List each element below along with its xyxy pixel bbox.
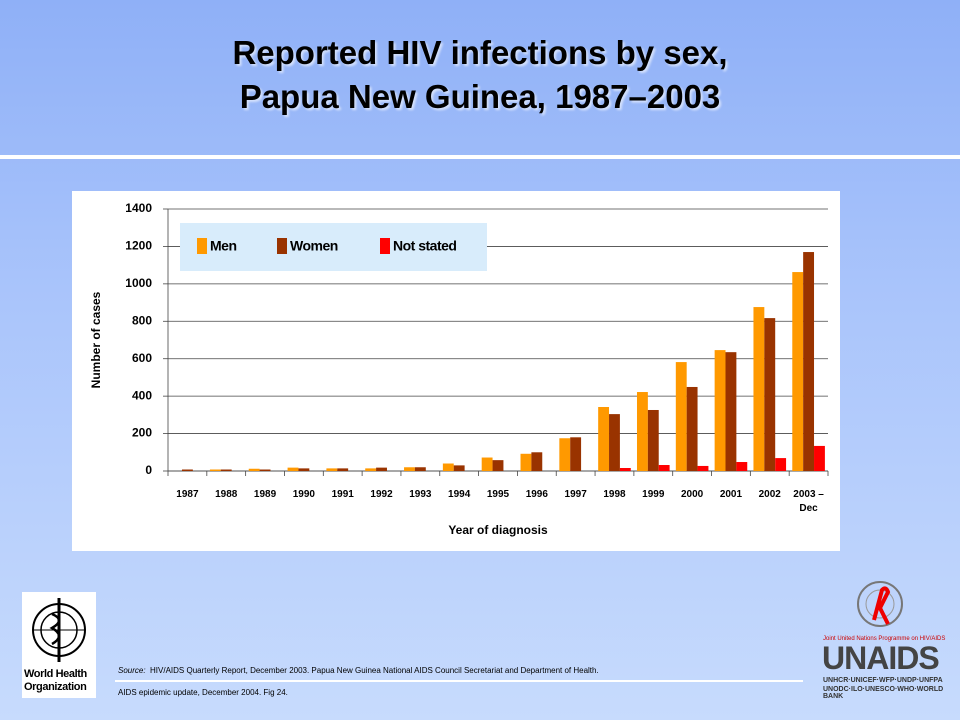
bar bbox=[453, 465, 465, 471]
bar bbox=[658, 465, 670, 471]
bar bbox=[531, 452, 543, 471]
bar bbox=[764, 318, 776, 471]
bar bbox=[636, 392, 648, 471]
bar bbox=[570, 437, 582, 471]
unaids-emblem bbox=[857, 581, 903, 627]
who-logo: World Health Organization bbox=[22, 592, 96, 698]
x-tick-label: 1993 bbox=[409, 489, 432, 500]
unaids-wordmark: UNAIDS bbox=[822, 640, 940, 676]
x-tick-label: 2002 bbox=[758, 489, 781, 500]
unaids-tagline: Joint United Nations Programme on HIV/AI… bbox=[823, 636, 946, 642]
legend-swatch bbox=[277, 238, 287, 254]
x-tick-label: 1998 bbox=[603, 489, 626, 500]
x-tick-label: 1990 bbox=[292, 489, 315, 500]
bar bbox=[442, 463, 454, 471]
bar bbox=[365, 468, 377, 471]
bar bbox=[609, 414, 620, 471]
x-tick-label: 2003 – Dec bbox=[793, 489, 824, 514]
x-tick-label: 1988 bbox=[215, 489, 238, 500]
bar bbox=[181, 469, 193, 471]
bar bbox=[520, 453, 532, 471]
y-tick-label: 600 bbox=[132, 351, 152, 365]
x-tick-label: 1992 bbox=[370, 489, 393, 500]
who-name: World Health Organization bbox=[24, 668, 87, 694]
bar bbox=[753, 307, 765, 471]
bar bbox=[725, 352, 737, 471]
bar bbox=[686, 386, 698, 471]
x-tick-label: 1995 bbox=[486, 489, 510, 500]
legend-label: Men bbox=[210, 238, 237, 254]
x-tick-label: 1997 bbox=[564, 489, 587, 500]
bar bbox=[287, 467, 299, 471]
y-tick-label: 200 bbox=[132, 426, 152, 440]
who-name-line: World Health bbox=[24, 668, 87, 680]
bar bbox=[326, 468, 338, 471]
unaids-sponsors: UNHCR·UNICEF·WFP·UNDP·UNFPA bbox=[823, 677, 943, 684]
legend-label: Not stated bbox=[393, 238, 456, 254]
legend-swatch bbox=[380, 238, 390, 254]
bar bbox=[697, 465, 709, 471]
bar bbox=[714, 350, 726, 471]
source-note: Source: HIV/AIDS Quarterly Report, Decem… bbox=[118, 666, 599, 675]
unaids-sponsors: UNODC·ILO·UNESCO·WHO·WORLD BANK bbox=[823, 686, 944, 700]
bar bbox=[481, 457, 493, 471]
bar bbox=[376, 467, 387, 471]
divider bbox=[115, 680, 803, 682]
y-tick-label: 1400 bbox=[125, 201, 152, 215]
bar bbox=[220, 469, 232, 471]
bar bbox=[814, 445, 825, 471]
y-axis-label: Number of cases bbox=[89, 291, 103, 388]
x-tick-label: 1999 bbox=[642, 489, 665, 500]
bar bbox=[337, 468, 349, 471]
y-tick-label: 0 bbox=[145, 463, 152, 477]
bar bbox=[492, 460, 504, 471]
legend-swatch bbox=[197, 238, 207, 254]
source-text: HIV/AIDS Quarterly Report, December 2003… bbox=[150, 666, 599, 675]
divider bbox=[0, 155, 960, 159]
x-tick-label: 1989 bbox=[253, 489, 277, 500]
bar bbox=[209, 469, 221, 471]
bar bbox=[259, 469, 271, 471]
bar bbox=[647, 409, 659, 471]
bar bbox=[792, 272, 804, 471]
x-tick-label: 2000 bbox=[680, 489, 704, 500]
bar bbox=[736, 462, 748, 471]
slide-title: Papua New Guinea, 1987–2003 bbox=[239, 78, 721, 115]
x-tick-label: 1991 bbox=[331, 489, 354, 500]
slide-title: Reported HIV infections by sex, bbox=[232, 34, 728, 71]
who-emblem bbox=[32, 598, 86, 662]
bar bbox=[803, 252, 815, 471]
bar bbox=[298, 468, 310, 471]
y-tick-label: 1000 bbox=[125, 276, 152, 290]
bar bbox=[598, 406, 610, 471]
bar bbox=[619, 468, 631, 471]
legend-label: Women bbox=[290, 238, 338, 254]
bar bbox=[404, 467, 415, 471]
x-tick-label: 1987 bbox=[176, 489, 199, 500]
y-tick-label: 400 bbox=[132, 388, 152, 402]
who-name-line: Organization bbox=[24, 681, 87, 693]
bar bbox=[414, 467, 426, 471]
footnote: AIDS epidemic update, December 2004. Fig… bbox=[118, 688, 288, 697]
bar bbox=[559, 438, 571, 471]
x-tick-label: 1996 bbox=[525, 489, 548, 500]
x-axis-label: Year of diagnosis bbox=[448, 523, 548, 537]
bar bbox=[248, 468, 260, 471]
x-tick-label: 2001 bbox=[719, 489, 743, 500]
bar bbox=[775, 458, 787, 471]
x-tick-label: 1994 bbox=[448, 489, 471, 500]
y-tick-label: 1200 bbox=[125, 239, 152, 253]
bar bbox=[675, 362, 687, 471]
source-label: Source: bbox=[118, 666, 146, 675]
legend-box bbox=[180, 223, 487, 271]
y-tick-label: 800 bbox=[132, 313, 152, 327]
